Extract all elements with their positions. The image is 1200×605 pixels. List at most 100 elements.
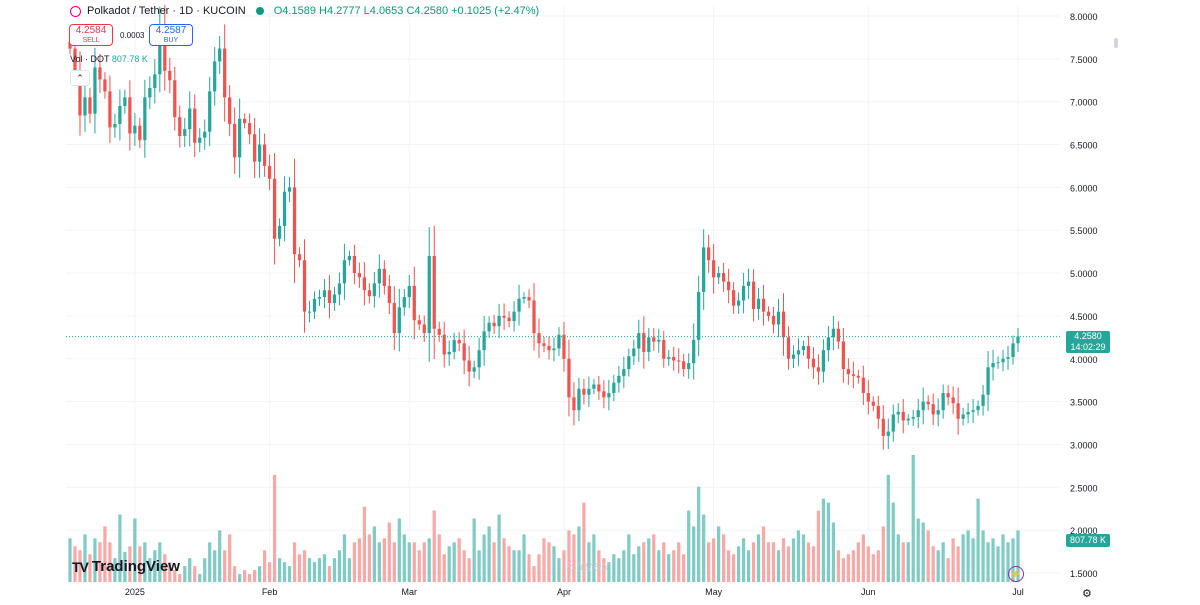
candle-body <box>582 388 586 395</box>
scale-handle[interactable] <box>1114 38 1118 48</box>
candle-body <box>821 350 826 372</box>
candle-body <box>337 283 342 295</box>
candle-body <box>906 418 910 421</box>
volume-bar <box>267 562 272 582</box>
volume-bar <box>672 550 676 582</box>
candle-body <box>736 300 741 306</box>
candle-body <box>771 315 776 325</box>
volume-bar <box>203 558 207 582</box>
volume-bar <box>492 542 496 582</box>
volume-bar <box>786 546 791 582</box>
volume-bar <box>332 558 337 582</box>
candle-body <box>213 61 217 92</box>
volume-bar <box>971 538 975 582</box>
candle-body <box>143 97 147 141</box>
volume-bar <box>327 566 332 582</box>
candle-body <box>637 333 641 349</box>
volume-bar <box>312 562 317 582</box>
collapse-legend-button[interactable]: ⌃ <box>70 70 90 86</box>
candle-body <box>113 123 117 128</box>
candle-body <box>492 322 496 327</box>
candle-body <box>1006 357 1010 359</box>
candle-body <box>587 388 591 395</box>
candle-body <box>542 343 546 346</box>
candle-body <box>751 281 756 310</box>
volume-bar <box>417 550 421 582</box>
volume-bar <box>946 558 950 582</box>
volume-bar <box>896 534 900 582</box>
volume-bar <box>627 534 631 582</box>
volume-bar <box>886 474 890 582</box>
volume-bar <box>552 546 556 582</box>
candle-body <box>138 125 142 141</box>
volume-bar <box>183 566 187 582</box>
candle-body <box>83 97 87 116</box>
candle-body <box>592 384 596 389</box>
last-price-label: 4.2580 14:02:29 <box>1066 330 1110 353</box>
volume-bar <box>118 514 122 582</box>
y-tick-label: 6.5000 <box>1070 141 1098 151</box>
volume-bar <box>247 574 252 582</box>
y-tick-label: 7.0000 <box>1070 98 1098 108</box>
volume-bar <box>547 542 551 582</box>
candle-body <box>452 339 456 352</box>
volume-bar <box>297 554 302 582</box>
volume-bar <box>447 546 451 582</box>
volume-bar <box>257 566 262 582</box>
volume-bar <box>98 542 102 582</box>
candle-body <box>766 311 771 316</box>
candle-body <box>622 369 626 376</box>
tradingview-logo[interactable]: TV TradingView <box>72 558 180 575</box>
candle-body <box>128 97 132 134</box>
volume-bar <box>572 534 576 582</box>
candle-body <box>721 273 726 282</box>
volume-bar <box>153 550 157 582</box>
volume-bar <box>756 534 761 582</box>
candle-body <box>856 375 860 378</box>
volume-bar <box>966 530 970 582</box>
volume-bar <box>502 538 506 582</box>
volume-bar <box>617 558 621 582</box>
candle-body <box>462 343 466 361</box>
candle-body <box>811 358 816 368</box>
volume-bar <box>108 542 112 582</box>
volume-bar <box>188 558 192 582</box>
sell-button[interactable]: 4.2584 SELL <box>69 24 113 46</box>
candle-body <box>642 333 646 352</box>
volume-label: Vol · DOT <box>70 54 110 64</box>
candle-body <box>257 144 262 162</box>
candle-body <box>806 345 811 359</box>
candle-body <box>627 356 631 370</box>
volume-bar <box>407 542 411 582</box>
candle-body <box>198 137 202 143</box>
volume-bar <box>158 542 162 582</box>
price-candles <box>68 4 1020 450</box>
candle-body <box>896 411 900 415</box>
candle-body <box>931 404 935 415</box>
candle-body <box>103 79 107 92</box>
y-tick-label: 3.5000 <box>1070 398 1098 408</box>
candle-body <box>387 285 391 304</box>
candle-body <box>188 108 192 130</box>
volume-bar <box>223 550 227 582</box>
volume-bar <box>262 550 267 582</box>
candle-body <box>153 74 157 88</box>
volume-bar <box>622 550 626 582</box>
volume-bar <box>931 546 935 582</box>
candle-body <box>133 125 137 134</box>
spread-value: 0.0003 <box>120 31 145 40</box>
symbol-title[interactable]: Polkadot / Tether · 1D · KUCOIN <box>87 5 246 17</box>
candle-body <box>73 48 77 72</box>
volume-bar <box>442 554 446 582</box>
volume-bar <box>148 558 152 582</box>
x-tick-label: Mar <box>402 587 418 597</box>
candle-body <box>647 337 651 352</box>
gear-icon[interactable]: ⚙ <box>1082 588 1092 600</box>
volume-bar <box>582 502 586 582</box>
lightning-icon[interactable]: ⚡ <box>1008 566 1024 582</box>
candle-body <box>911 417 915 419</box>
candle-body <box>173 80 177 118</box>
buy-button[interactable]: 4.2587 BUY <box>149 24 193 46</box>
